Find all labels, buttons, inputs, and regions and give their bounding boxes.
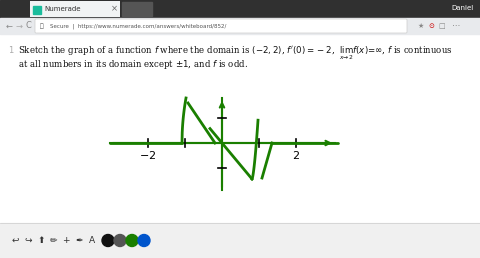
Text: Numerade: Numerade	[44, 6, 81, 12]
Text: ↩: ↩	[11, 236, 19, 245]
Text: ←: ←	[6, 21, 13, 30]
Text: +: +	[62, 236, 70, 245]
Text: A: A	[89, 236, 95, 245]
Circle shape	[138, 235, 150, 246]
Text: at all numbers in its domain except $\pm 1$, and $f$ is odd.: at all numbers in its domain except $\pm…	[18, 58, 248, 71]
Circle shape	[114, 235, 126, 246]
Text: Sketch the graph of a function $f$ where the domain is $(-2, 2)$, $f'(0) = -2$, : Sketch the graph of a function $f$ where…	[18, 44, 453, 61]
Text: C: C	[26, 21, 32, 30]
Text: ⬆: ⬆	[37, 236, 45, 245]
Text: ⊙: ⊙	[428, 23, 434, 29]
Text: →: →	[16, 21, 23, 30]
Bar	[122, 2, 152, 16]
Circle shape	[102, 235, 114, 246]
FancyBboxPatch shape	[35, 19, 407, 33]
Text: $2$: $2$	[292, 149, 300, 161]
Text: ×: ×	[110, 4, 118, 13]
Text: ✏: ✏	[50, 236, 58, 245]
Circle shape	[126, 235, 138, 246]
Text: Secure  |  https://www.numerade.com/answers/whiteboard/852/: Secure | https://www.numerade.com/answer…	[50, 23, 227, 29]
Text: □: □	[438, 23, 444, 29]
Text: Daniel: Daniel	[452, 5, 474, 11]
Text: ↪: ↪	[24, 236, 32, 245]
Bar	[0, 223, 480, 258]
Bar	[30, 1, 120, 17]
Text: 🔒: 🔒	[40, 23, 44, 29]
Bar	[0, 0, 480, 18]
Bar	[33, 6, 41, 14]
Text: ✒: ✒	[75, 236, 83, 245]
Text: ★: ★	[418, 23, 424, 29]
Text: ⋯: ⋯	[452, 21, 460, 30]
Text: $-2$: $-2$	[139, 149, 156, 161]
Bar	[0, 18, 480, 34]
Text: 1: 1	[8, 46, 13, 55]
